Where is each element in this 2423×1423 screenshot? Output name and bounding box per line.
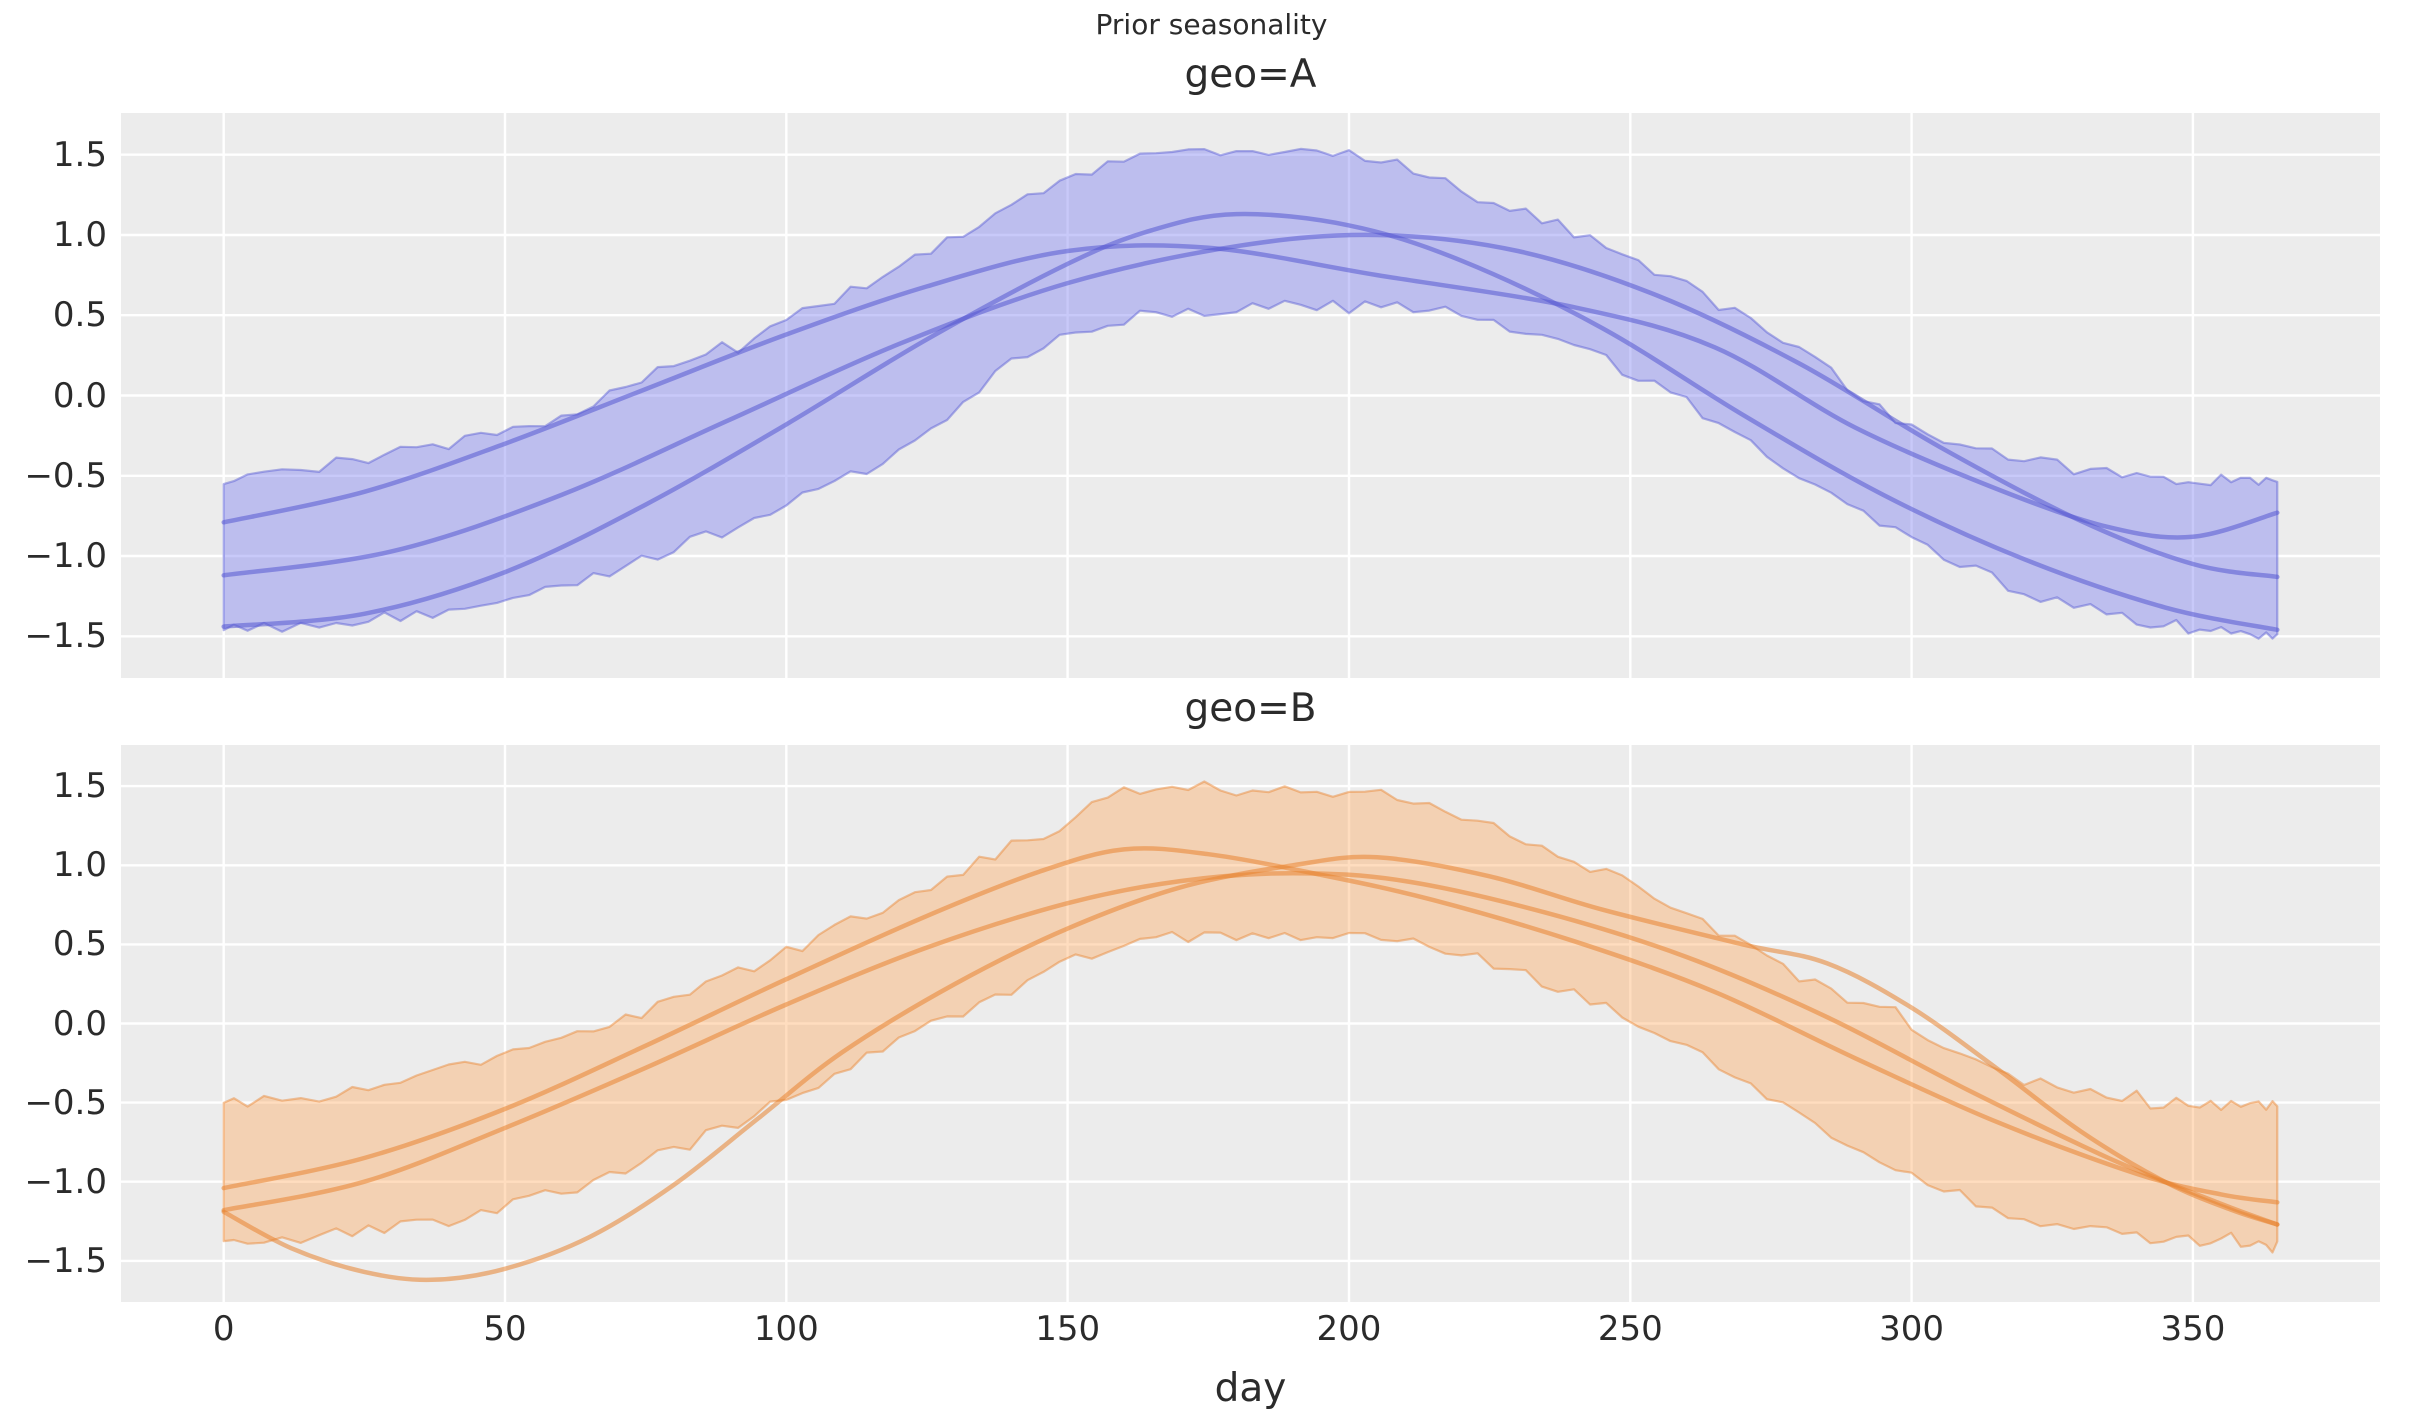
x-tick-label: 50 bbox=[483, 1309, 527, 1349]
grid bbox=[121, 113, 2380, 678]
x-tick-label: 250 bbox=[1597, 1309, 1663, 1349]
x-tick-label: 100 bbox=[753, 1309, 819, 1349]
panel-b-title: geo=B bbox=[1184, 686, 1317, 731]
x-axis-label: day bbox=[1214, 1366, 1287, 1411]
figure-title: Prior seasonality bbox=[1095, 8, 1328, 41]
x-tick-label: 200 bbox=[1316, 1309, 1382, 1349]
y-tick-label: −1.5 bbox=[24, 616, 107, 657]
seasonality-sample-line bbox=[221, 211, 2280, 633]
panel-geo-a bbox=[121, 113, 2380, 678]
x-tick-label: 300 bbox=[1879, 1309, 1945, 1349]
seasonality-sample-line bbox=[221, 243, 2280, 540]
y-tick-label: 1.5 bbox=[52, 134, 107, 175]
y-tick-label: −1.0 bbox=[24, 1161, 107, 1202]
y-tick-label: 0.5 bbox=[52, 924, 107, 965]
y-tick-label: −0.5 bbox=[24, 1082, 107, 1123]
x-tick-label: 0 bbox=[212, 1309, 235, 1349]
x-tick-label: 350 bbox=[2160, 1309, 2226, 1349]
panel-a-title: geo=A bbox=[1184, 52, 1317, 97]
panel-geo-b bbox=[121, 745, 2380, 1302]
y-tick-label: 0.0 bbox=[52, 375, 107, 416]
grid bbox=[121, 745, 2380, 1302]
x-tick-label: 150 bbox=[1035, 1309, 1101, 1349]
y-tick-label: 0.5 bbox=[52, 295, 107, 336]
y-tick-label: 1.0 bbox=[52, 214, 107, 255]
y-tick-label: −1.5 bbox=[24, 1240, 107, 1281]
panel-a-canvas bbox=[121, 113, 2380, 678]
seasonality-sample-line bbox=[221, 232, 2280, 580]
y-tick-label: 0.0 bbox=[52, 1003, 107, 1044]
seasonality-sample-line bbox=[221, 846, 2280, 1205]
y-tick-label: −0.5 bbox=[24, 455, 107, 496]
credible-band bbox=[222, 147, 2279, 640]
y-tick-label: 1.0 bbox=[52, 845, 107, 886]
y-tick-label: −1.0 bbox=[24, 536, 107, 576]
seasonality-sample-line bbox=[221, 870, 2280, 1227]
y-tick-label: 1.5 bbox=[52, 766, 107, 807]
panel-b-canvas bbox=[121, 745, 2380, 1302]
